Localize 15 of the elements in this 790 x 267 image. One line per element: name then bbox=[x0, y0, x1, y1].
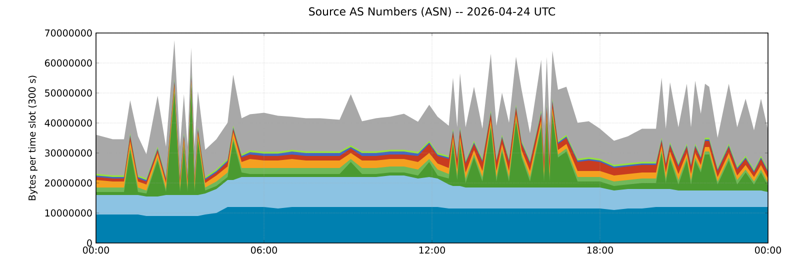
y-tick-label: 20000000 bbox=[44, 179, 92, 187]
x-tick-label: 12:00 bbox=[419, 246, 446, 254]
y-tick-label: 70000000 bbox=[45, 29, 92, 37]
y-tick-label: 40000000 bbox=[44, 119, 92, 127]
y-axis-title: Bytes per time slot (300 s) bbox=[28, 76, 38, 200]
x-tick-label: 00:00 bbox=[82, 246, 109, 254]
chart-title: Source AS Numbers (ASN) -- 2026-04-24 UTC bbox=[309, 7, 556, 17]
y-tick-label: 60000000 bbox=[44, 59, 92, 67]
y-tick-label: 50000000 bbox=[45, 89, 92, 97]
x-tick-label: 18:00 bbox=[587, 246, 614, 254]
y-tick-label: 30000000 bbox=[45, 149, 92, 157]
y-tick-label: 10000000 bbox=[45, 209, 92, 217]
x-tick-label: 00:00 bbox=[754, 246, 782, 254]
y-tick-label: 0 bbox=[87, 239, 92, 247]
x-tick-label: 06:00 bbox=[250, 246, 277, 254]
